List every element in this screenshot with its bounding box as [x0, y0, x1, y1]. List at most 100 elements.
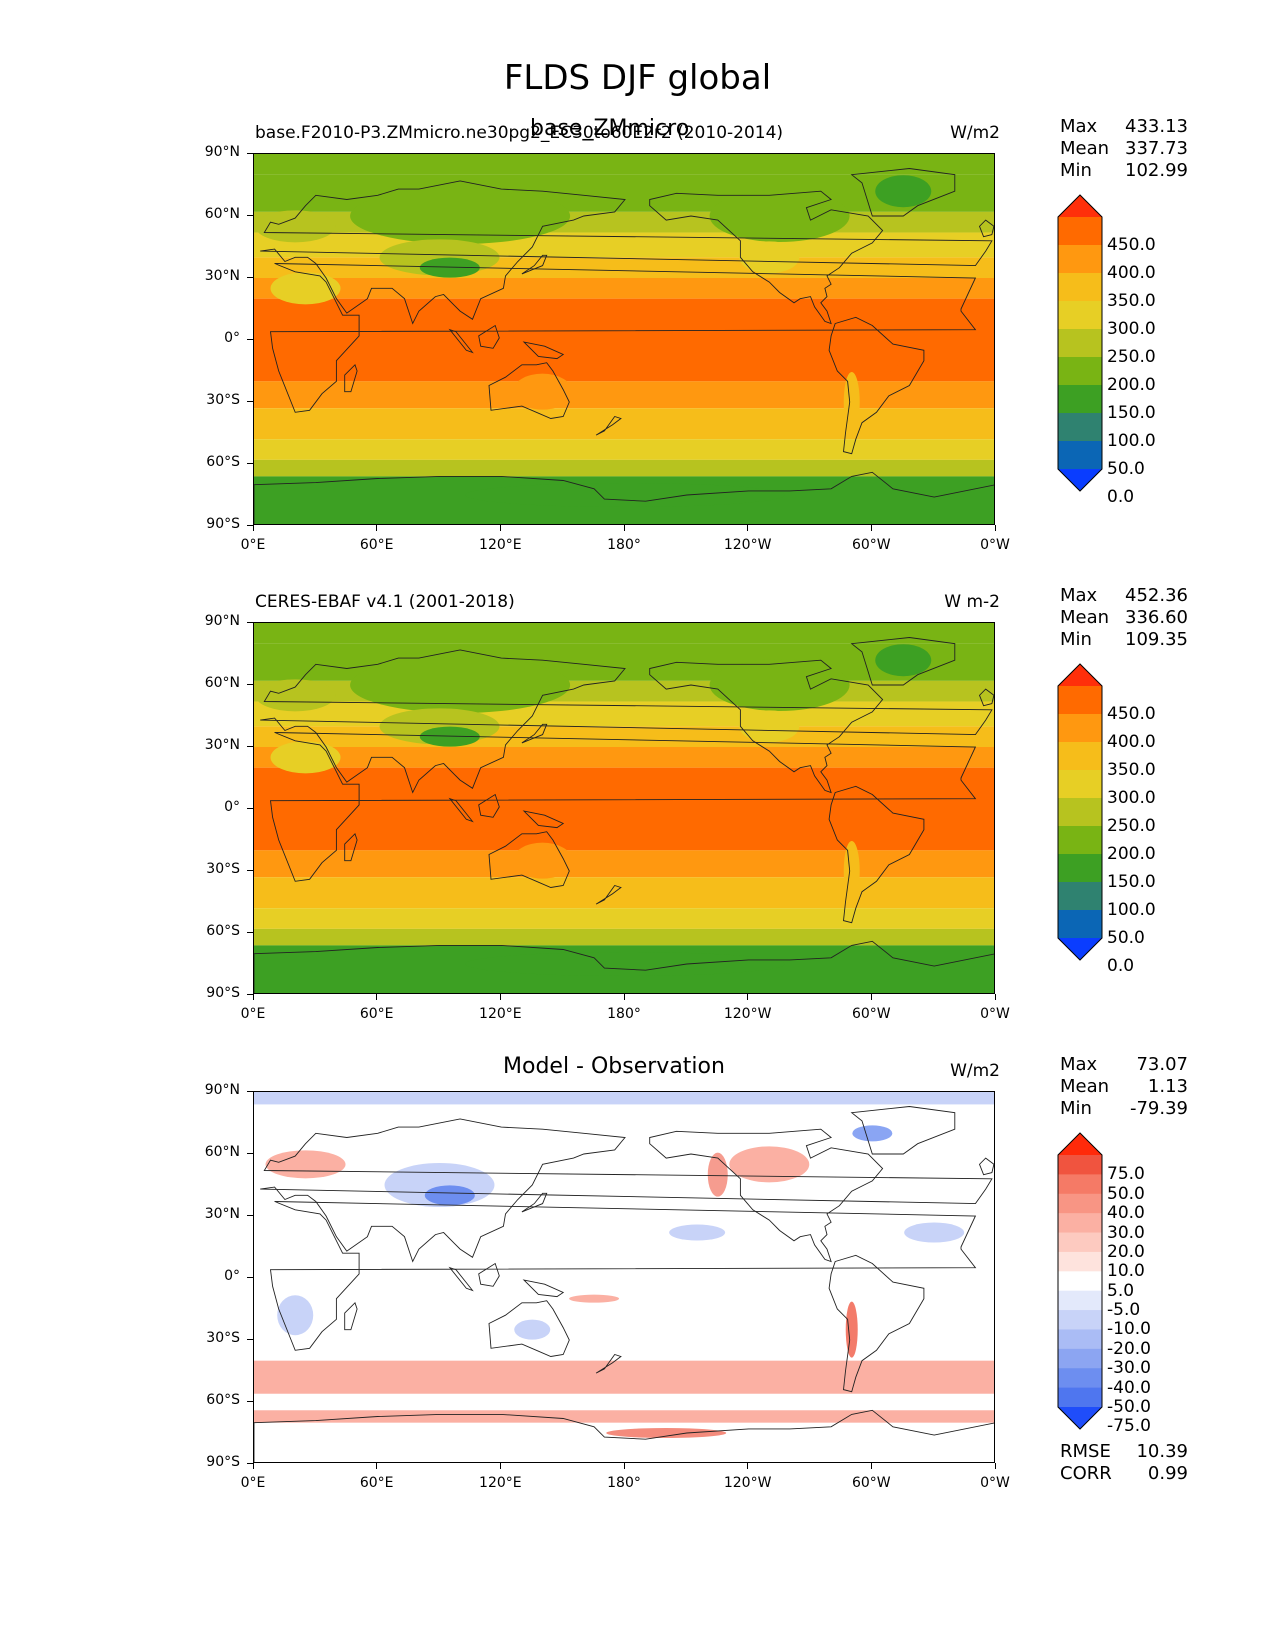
panel1-units: W/m2: [950, 123, 1000, 143]
lat-tick-label: 0°: [224, 1268, 240, 1284]
lat-tick-mark: [247, 1276, 253, 1278]
corr-value: 0.99: [1147, 1463, 1188, 1484]
temperature-band: [254, 408, 994, 440]
lon-tick-label: 0°E: [240, 1006, 266, 1022]
temperature-band: [254, 459, 994, 477]
coastline: [344, 832, 358, 862]
colorbar-tick-label: -50.0: [1107, 1397, 1151, 1417]
colorbar-cell: [1058, 686, 1102, 715]
lon-tick-mark: [252, 525, 254, 531]
colorbar-cell: [1058, 357, 1102, 386]
colorbar-tick-label: 100.0: [1107, 900, 1156, 920]
coastline: [828, 1254, 925, 1393]
colorbar-cell: [1058, 1290, 1102, 1311]
lon-tick-label: 60°E: [359, 1475, 394, 1491]
coastline: [522, 1279, 565, 1298]
diff-negative-region: [277, 1295, 314, 1336]
diff-background: [254, 1092, 994, 1462]
coastline: [448, 1266, 474, 1292]
sahara-region: [270, 272, 341, 305]
temperature-band: [254, 726, 994, 747]
temperature-band: [254, 257, 994, 278]
stat-min-label: Min: [1060, 160, 1092, 181]
panel3-units: W/m2: [950, 1061, 1000, 1081]
diff-negative-region: [669, 1224, 726, 1241]
panel1-colorbar: 450.0 400.0 350.0 300.0 250.0 200.0 150.0 100.0…: [1057, 194, 1187, 507]
lat-tick-label: 0°: [224, 330, 240, 346]
lat-tick-label: 90°S: [206, 516, 240, 532]
colorbar-outline: [1057, 1132, 1103, 1430]
lon-tick-mark: [376, 994, 378, 1000]
congo-region: [275, 334, 316, 367]
coastline: [448, 797, 474, 823]
colorbar-tick-label: 150.0: [1107, 872, 1156, 892]
colorbar-tick-label: -10.0: [1107, 1319, 1151, 1340]
lat-tick-mark: [247, 931, 253, 933]
diff-band: [254, 1092, 994, 1105]
coastline: [521, 1192, 548, 1213]
colorbar-tick-label: 250.0: [1107, 347, 1156, 367]
colorbar-cell: [1058, 1251, 1102, 1272]
colorbar-outline: [1057, 663, 1103, 961]
coastline: [488, 831, 570, 888]
lon-tick-mark: [623, 994, 625, 1000]
us-region: [739, 710, 800, 743]
panel1-center-title: base_ZMmicro: [530, 116, 690, 141]
colorbar-tick-label: 10.0: [1107, 1261, 1145, 1282]
temperature-band: [254, 278, 994, 299]
antarctic-region: [465, 952, 785, 976]
lat-tick-label: 30°S: [206, 861, 240, 877]
colorbar-cell: [1058, 1193, 1102, 1214]
coastline: [478, 324, 500, 349]
map-plot: [254, 1092, 994, 1462]
stat-mean-label: Mean: [1060, 1076, 1110, 1097]
coastline: [488, 1300, 570, 1357]
lat-tick-mark: [247, 338, 253, 340]
greenland-region: [875, 175, 932, 208]
lat-tick-label: 30°S: [206, 1330, 240, 1346]
greenland-region: [875, 644, 932, 677]
colorbar-outline: [1057, 194, 1103, 492]
diff-band: [254, 1360, 994, 1394]
colorbar-tick-label: 20.0: [1107, 1241, 1145, 1262]
lat-tick-mark: [247, 152, 253, 154]
stat-max-label: Max: [1060, 1054, 1098, 1075]
coastline: [254, 940, 994, 993]
lat-tick-mark: [247, 400, 253, 402]
temperature-band: [254, 154, 994, 175]
lon-tick-label: 120°W: [723, 537, 772, 553]
stat-min-label: Min: [1060, 1098, 1092, 1119]
lon-tick-label: 180°: [607, 1475, 641, 1491]
map-plot: [254, 154, 994, 524]
lon-tick-mark: [376, 1463, 378, 1469]
lat-tick-label: 60°N: [204, 1144, 240, 1160]
colorbar-cell: [1058, 798, 1102, 827]
panel2-units: W m-2: [944, 592, 1000, 612]
lon-tick-label: 60°W: [851, 1006, 891, 1022]
colorbar-graphic: [1057, 194, 1103, 492]
lat-tick-mark: [247, 1462, 253, 1464]
colorbar-tick-label: -30.0: [1107, 1358, 1151, 1379]
colorbar-tick-label: 350.0: [1107, 760, 1156, 780]
colorbar-cell: [1058, 217, 1102, 246]
lon-tick-label: 180°: [607, 1006, 641, 1022]
colorbar-tick-label: 150.0: [1107, 403, 1156, 423]
canada-region: [709, 190, 850, 242]
lat-tick-mark: [247, 869, 253, 871]
colorbar-cell: [1058, 910, 1102, 939]
lat-tick-label: 30°N: [204, 268, 240, 284]
coastline: [344, 363, 358, 393]
coastline: [649, 190, 884, 325]
colorbar-cell: [1058, 1310, 1102, 1330]
antarctic-region: [465, 483, 785, 507]
stat-mean-value: 336.60: [1125, 607, 1188, 628]
colorbar-tick-label: 250.0: [1107, 816, 1156, 836]
panel3-stats: Max 73.07 Mean 1.13 Min -79.39: [1060, 1054, 1188, 1120]
andes-region: [843, 841, 860, 901]
lon-tick-mark: [747, 525, 749, 531]
panel3-extra-stats: RMSE 10.39 CORR 0.99: [1060, 1441, 1188, 1485]
sahara-region: [270, 741, 341, 774]
amazon-region: [844, 336, 901, 377]
colorbar-cell: [1058, 413, 1102, 442]
lon-tick-label: 120°W: [723, 1006, 772, 1022]
